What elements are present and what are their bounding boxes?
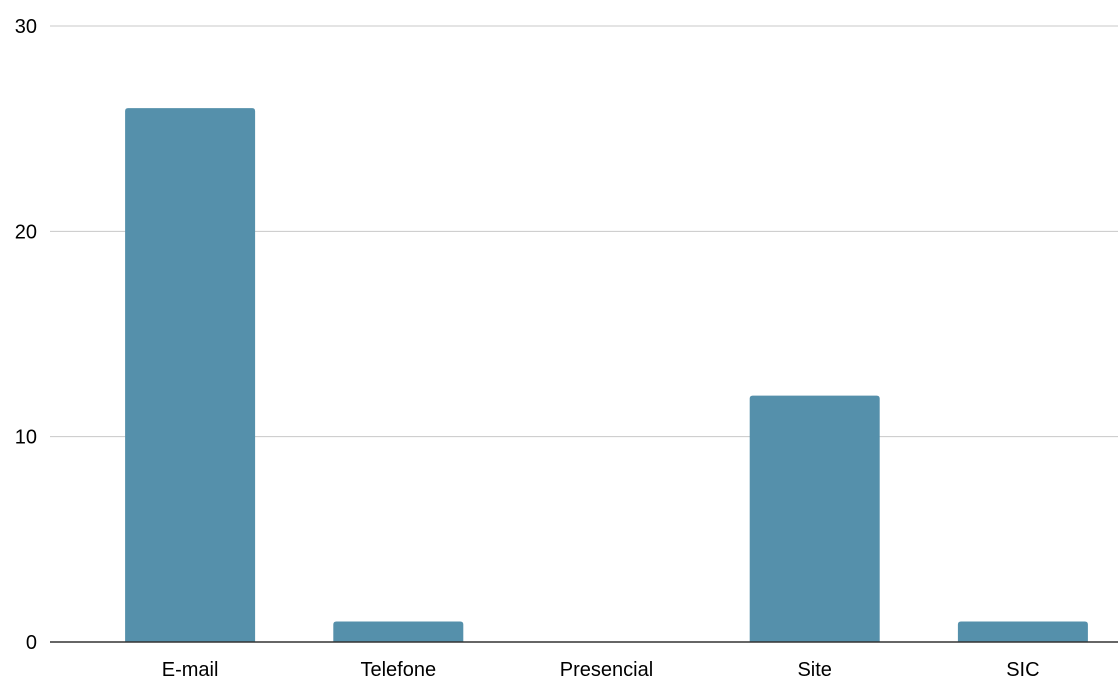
y-axis-tick-labels: 0 10 20 30 — [15, 16, 37, 654]
y-tick-label: 30 — [15, 16, 37, 38]
y-tick-label: 0 — [26, 632, 37, 654]
bar-e-mail — [125, 108, 256, 643]
bar-site — [749, 395, 880, 642]
x-tick-label: E-mail — [162, 659, 219, 680]
y-tick-label: 10 — [15, 427, 37, 449]
bar-telefone — [333, 621, 464, 642]
bar-sic — [957, 621, 1088, 642]
x-tick-label: Site — [797, 659, 831, 680]
x-axis-tick-labels: E-mail Telefone Presencial Site SIC — [162, 659, 1040, 680]
x-tick-label: Presencial — [560, 659, 653, 680]
x-tick-label: Telefone — [360, 659, 436, 680]
bars — [125, 108, 1088, 643]
x-tick-label: SIC — [1006, 659, 1039, 680]
y-tick-label: 20 — [15, 221, 37, 243]
